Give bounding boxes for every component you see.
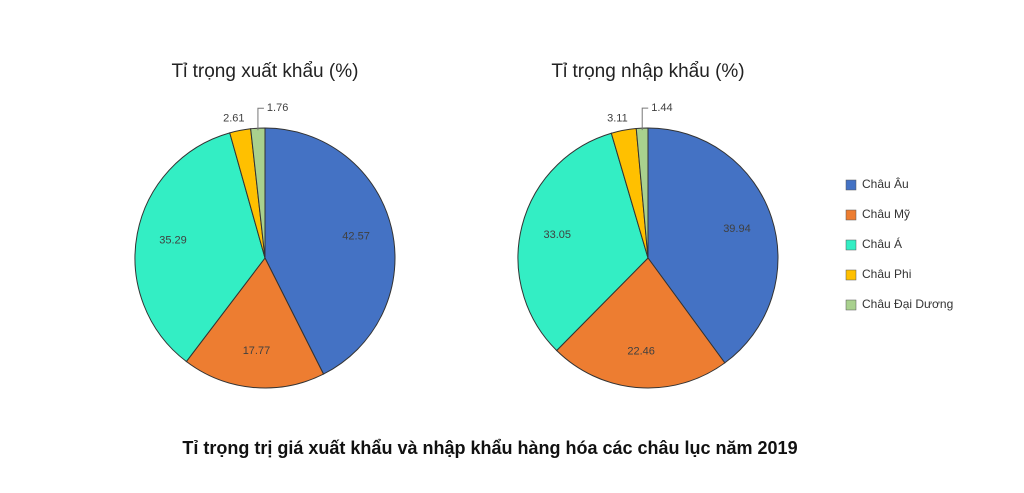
legend-label: Châu Đại Dương: [862, 297, 953, 311]
pie-slice: [185, 257, 325, 389]
data-label: 33.05: [543, 229, 571, 241]
data-label: 39.94: [723, 223, 751, 235]
legend-swatch: [845, 299, 857, 311]
legend-label: Châu Mỹ: [862, 207, 910, 221]
legend-swatch: [845, 269, 857, 281]
leader-line: [641, 107, 649, 131]
legend-label: Châu Á: [862, 236, 902, 251]
legend-label: Châu Phi: [862, 267, 911, 281]
pie-slice: [134, 132, 266, 363]
legend-swatch: [845, 179, 857, 191]
pie-slice: [264, 127, 396, 375]
legend-swatch: [845, 239, 857, 251]
pie-slice: [647, 127, 779, 364]
data-label: 22.46: [627, 345, 655, 357]
chart-title: Tỉ trọng xuất khẩu (%): [172, 61, 359, 82]
leader-line: [257, 107, 264, 131]
data-label: 1.76: [267, 102, 288, 114]
legend-swatch: [845, 209, 857, 221]
data-label: 42.57: [342, 230, 370, 242]
data-label: 1.44: [651, 102, 672, 114]
chart-caption: Tỉ trọng trị giá xuất khẩu và nhập khẩu …: [182, 438, 797, 458]
pie-slice: [517, 132, 649, 352]
data-label: 2.61: [223, 113, 244, 125]
data-label: 17.77: [243, 345, 271, 357]
data-label: 3.11: [607, 112, 628, 124]
pie-slice: [555, 257, 726, 389]
data-label: 35.29: [159, 234, 187, 246]
legend-label: Châu Âu: [862, 176, 909, 191]
chart-title: Tỉ trọng nhập khẩu (%): [551, 61, 744, 82]
